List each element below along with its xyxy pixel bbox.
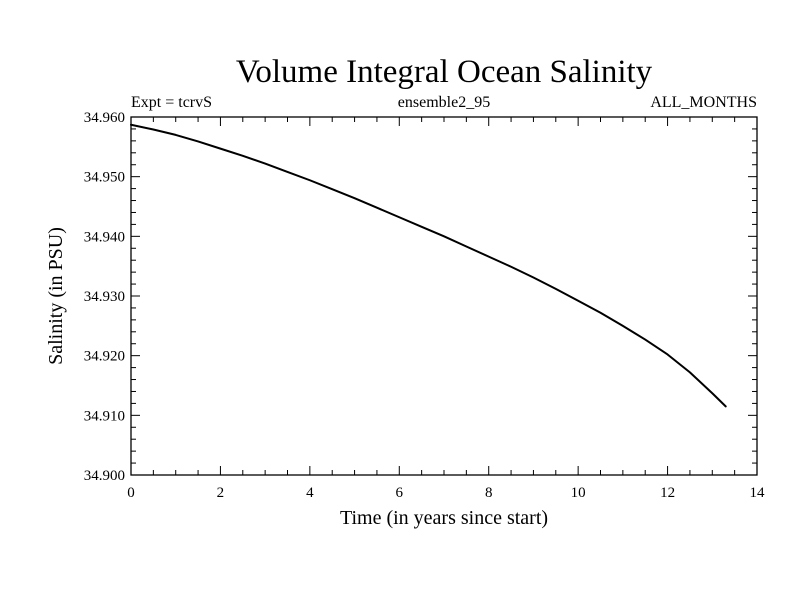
x-tick-label: 10 (571, 485, 586, 501)
x-tick-label: 4 (306, 485, 314, 501)
y-tick-label: 34.940 (84, 229, 125, 245)
x-tick-label: 12 (660, 485, 675, 501)
y-tick-label: 34.920 (84, 349, 125, 365)
axis-ticks (130, 116, 758, 476)
chart-title: Volume Integral Ocean Salinity (236, 54, 653, 90)
months-label: ALL_MONTHS (650, 94, 757, 111)
ensemble-label: ensemble2_95 (398, 94, 490, 111)
y-axis-label: Salinity (in PSU) (45, 227, 67, 365)
x-tick-label: 6 (396, 485, 404, 501)
x-axis-label: Time (in years since start) (340, 507, 548, 529)
x-tick-label: 2 (217, 485, 225, 501)
experiment-label: Expt = tcrvS (131, 94, 212, 111)
y-tick-label: 34.960 (84, 110, 125, 126)
x-tick-label: 14 (750, 485, 766, 501)
y-tick-label: 34.930 (84, 289, 125, 305)
x-tick-label: 0 (127, 485, 135, 501)
y-tick-label: 34.950 (84, 170, 125, 186)
y-tick-label: 34.900 (84, 468, 125, 484)
x-tick-label: 8 (485, 485, 493, 501)
plot-frame (130, 116, 758, 476)
x-tick-labels: 0 2 4 6 8 10 12 14 (127, 485, 765, 501)
y-tick-label: 34.910 (84, 408, 125, 424)
y-tick-labels: 34.900 34.910 34.920 34.930 34.940 34.950 34.9… (84, 110, 125, 484)
salinity-line (130, 123, 727, 408)
